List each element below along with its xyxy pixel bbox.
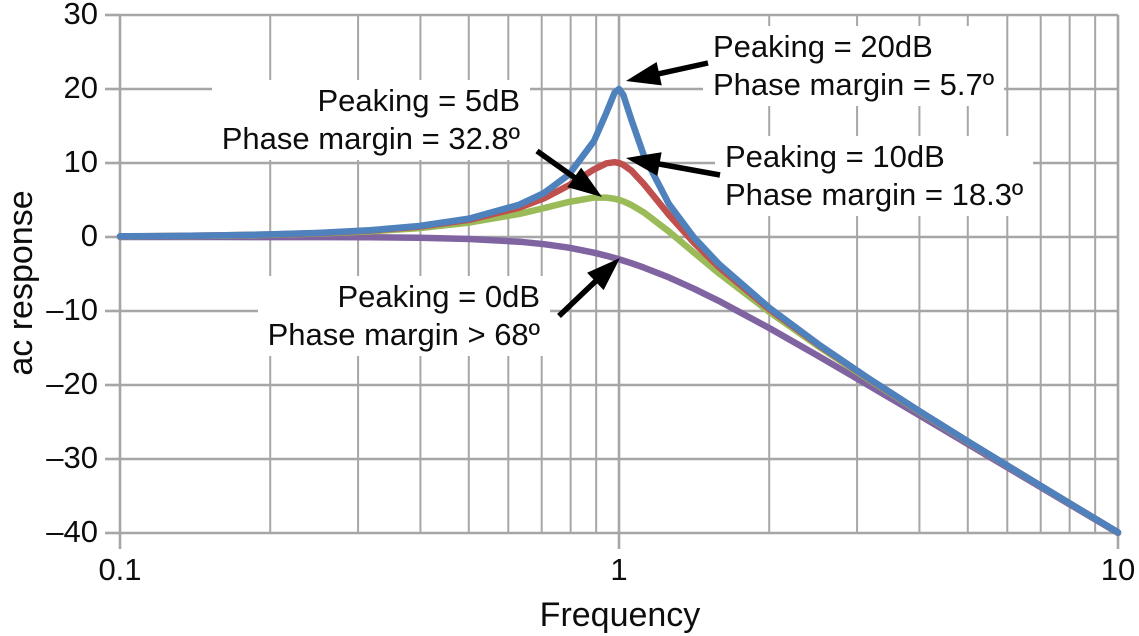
annotation-line-phase-margin: Phase margin > 68º xyxy=(267,317,540,352)
y-axis-title: ac response xyxy=(2,190,40,376)
annotation-line-peaking: Peaking = 0dB xyxy=(337,279,540,314)
x-tick-label: 1 xyxy=(610,552,628,587)
x-tick-label: 0.1 xyxy=(98,552,142,587)
y-tick-label: –20 xyxy=(46,366,98,401)
x-axis-title: Frequency xyxy=(539,596,701,634)
y-tick-label: –30 xyxy=(46,440,98,475)
annotation-peaking-5db: Peaking = 5dB Phase margin = 32.8º xyxy=(211,80,530,160)
annotation-line-peaking: Peaking = 10dB xyxy=(725,139,945,174)
annotation-line-peaking: Peaking = 20dB xyxy=(713,29,933,64)
annotation-peaking-0db: Peaking = 0dB Phase margin > 68º xyxy=(257,276,550,356)
annotation-line-phase-margin: Phase margin = 18.3º xyxy=(725,177,1024,212)
annotation-line-peaking: Peaking = 5dB xyxy=(317,83,520,118)
annotation-peaking-20db: Peaking = 20dB Phase margin = 5.7º xyxy=(703,26,1005,106)
x-tick-label: 10 xyxy=(1100,552,1136,587)
annotation-peaking-10db: Peaking = 10dB Phase margin = 18.3º xyxy=(715,136,1034,216)
y-tick-label: 0 xyxy=(80,218,98,253)
annotation-line-phase-margin: Phase margin = 5.7º xyxy=(713,67,995,102)
annotation-line-phase-margin: Phase margin = 32.8º xyxy=(221,121,520,156)
y-tick-label: 10 xyxy=(63,144,98,179)
y-tick-label: 20 xyxy=(63,70,98,105)
y-tick-label: 30 xyxy=(63,0,98,31)
y-tick-label: –10 xyxy=(46,292,98,327)
y-tick-label: –40 xyxy=(46,514,98,549)
